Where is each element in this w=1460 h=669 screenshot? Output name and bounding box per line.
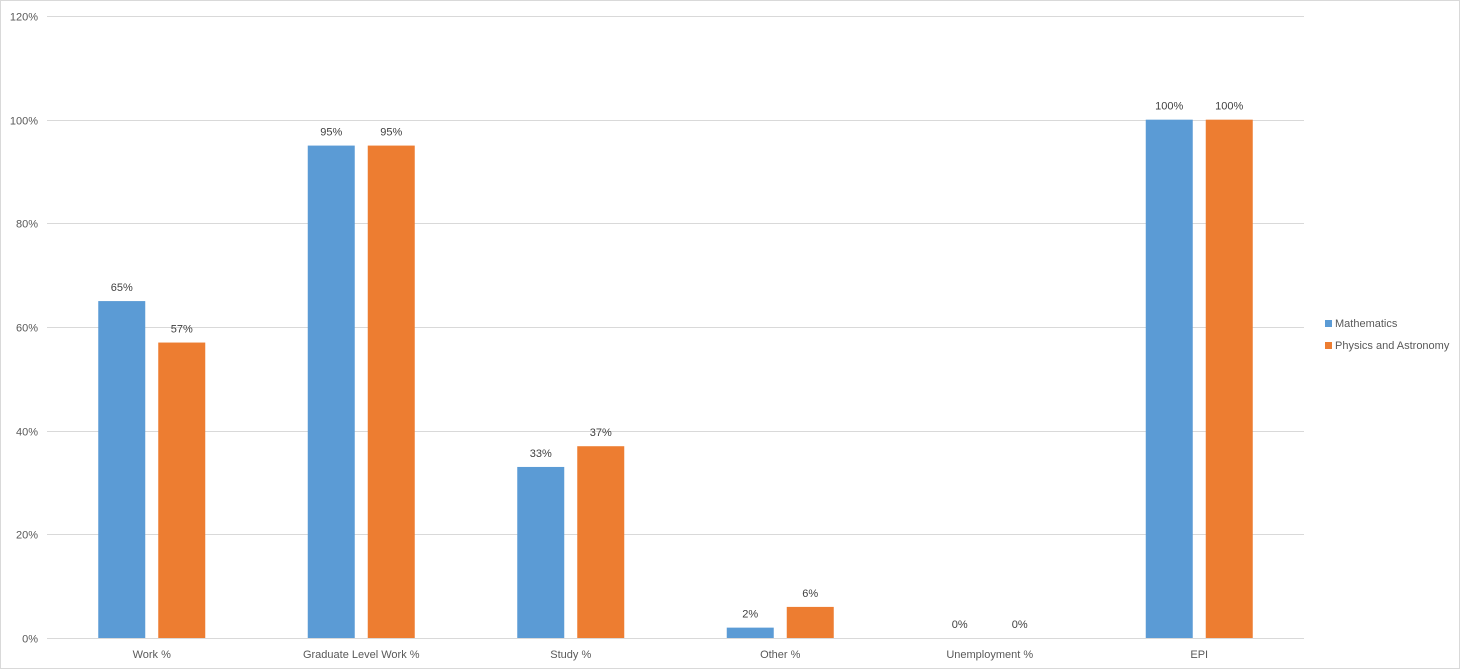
bar — [786, 606, 834, 638]
bar — [1145, 119, 1193, 638]
data-label: 0% — [1012, 619, 1028, 631]
data-label: 57% — [171, 324, 193, 336]
data-label: 2% — [742, 609, 758, 621]
y-tick-label: 100% — [10, 116, 38, 128]
x-tick-label: Graduate Level Work % — [303, 649, 420, 661]
legend-label: Physics and Astronomy — [1335, 340, 1450, 352]
y-tick-label: 120% — [10, 12, 38, 24]
bar — [1205, 119, 1253, 638]
data-label: 100% — [1215, 101, 1243, 113]
bar — [517, 466, 565, 638]
data-label: 33% — [530, 448, 552, 460]
x-tick-label: Study % — [550, 649, 591, 661]
data-label: 0% — [952, 619, 968, 631]
x-tick-label: EPI — [1190, 649, 1208, 661]
y-tick-label: 40% — [16, 427, 38, 439]
data-label: 65% — [111, 282, 133, 294]
bar — [158, 342, 206, 638]
x-tick-label: Work % — [133, 649, 172, 661]
y-tick-label: 0% — [22, 634, 38, 646]
data-label: 37% — [590, 427, 612, 439]
legend-label: Mathematics — [1335, 318, 1398, 330]
bars — [98, 119, 1253, 639]
bar — [307, 145, 355, 639]
y-axis-ticks: 0% 20% 40% 60% 80% 100% 120% — [10, 12, 38, 646]
legend: Mathematics Physics and Astronomy — [1325, 318, 1450, 352]
data-label: 100% — [1155, 101, 1183, 113]
x-axis-ticks: Work % Graduate Level Work % Study % Other … — [133, 649, 1209, 661]
y-tick-label: 80% — [16, 219, 38, 231]
x-tick-label: Unemployment % — [946, 649, 1033, 661]
gridlines — [47, 16, 1304, 639]
bar — [577, 446, 625, 638]
bar — [367, 145, 415, 639]
y-tick-label: 60% — [16, 323, 38, 335]
bar — [98, 301, 146, 638]
data-label: 95% — [320, 127, 342, 139]
legend-swatch — [1325, 342, 1332, 349]
data-label: 6% — [802, 588, 818, 600]
legend-swatch — [1325, 320, 1332, 327]
y-tick-label: 20% — [16, 530, 38, 542]
bar — [726, 627, 774, 638]
x-tick-label: Other % — [760, 649, 801, 661]
data-label: 95% — [380, 127, 402, 139]
data-labels: 65% 57% 95% 95% 33% 37% 2% 6% 0% 0% 100% 100% — [111, 101, 1244, 631]
